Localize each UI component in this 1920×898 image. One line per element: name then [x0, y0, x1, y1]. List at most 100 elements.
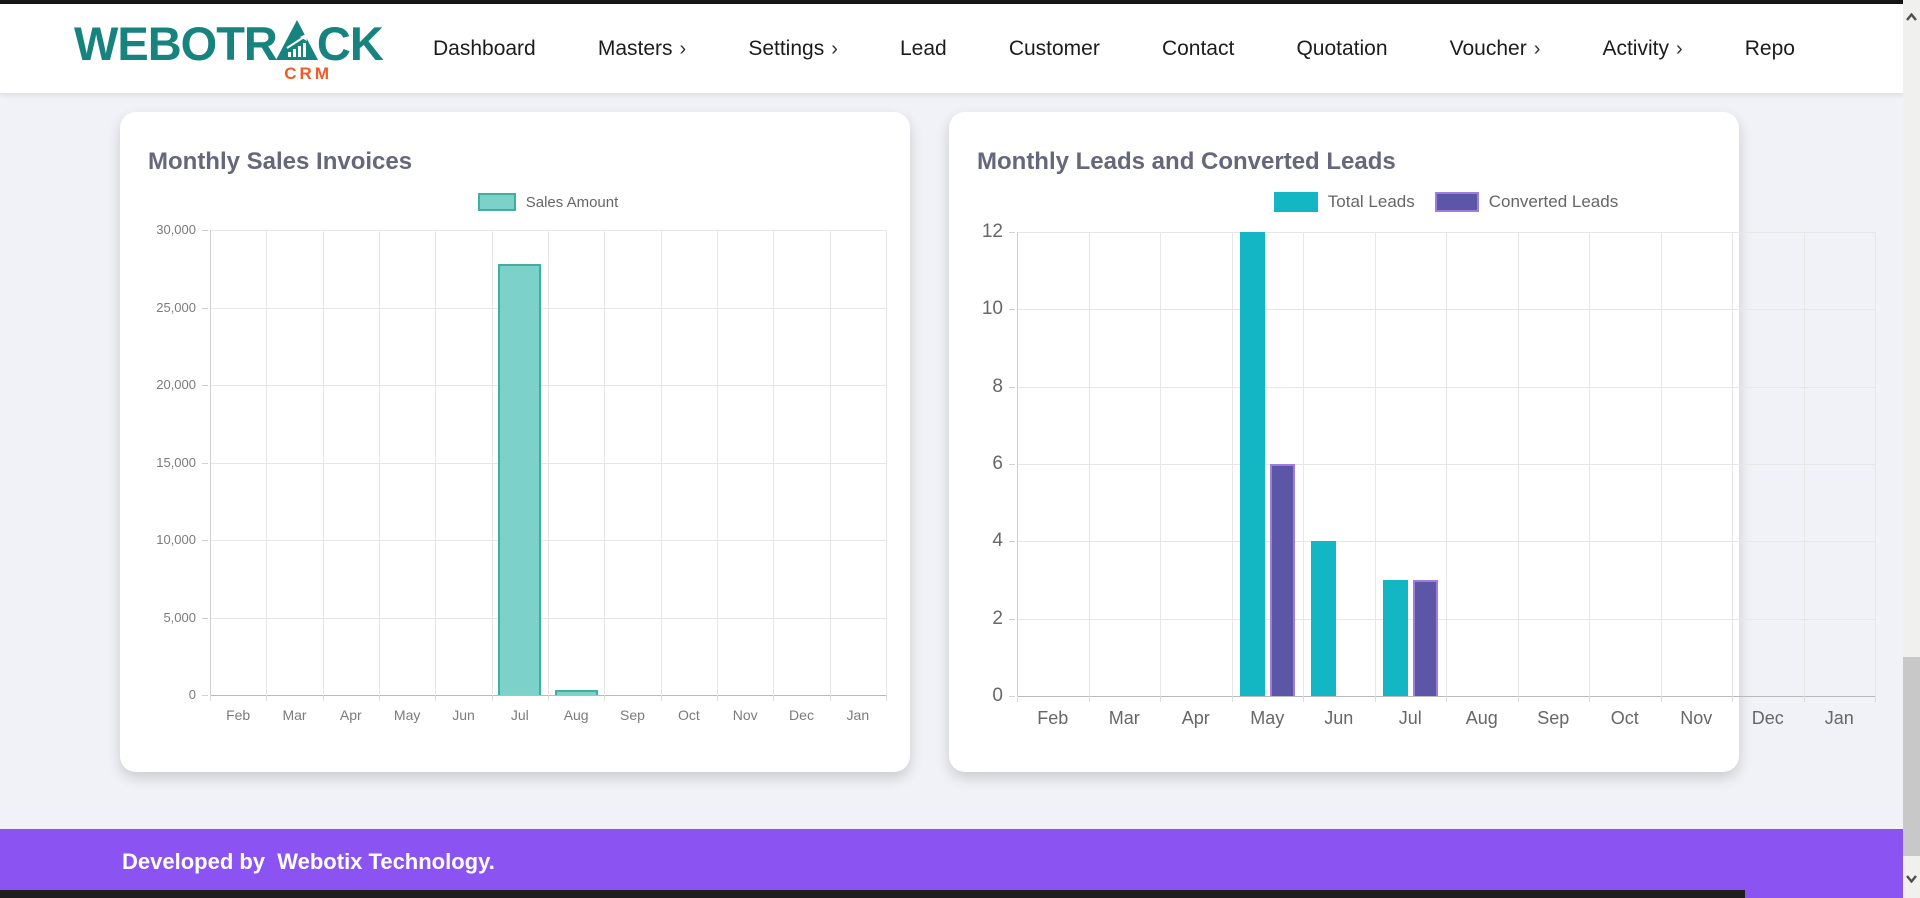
nav-item-voucher[interactable]: Voucher › [1449, 37, 1541, 60]
y-axis-tick [1009, 309, 1015, 311]
x-axis-month-label: Jul [510, 707, 529, 723]
x-axis-tick [435, 695, 437, 701]
gridline-vertical [660, 230, 662, 695]
gridline-vertical [210, 230, 211, 695]
x-axis-month-label: Dec [789, 707, 814, 723]
x-axis-tick [604, 695, 606, 701]
x-axis-tick [1517, 696, 1519, 702]
legend-label: Converted Leads [1488, 192, 1619, 211]
x-axis-tick [1303, 696, 1304, 702]
y-axis-tick-label: 10,000 [156, 532, 196, 548]
legend-label: Sales Amount [525, 193, 619, 211]
y-axis-tick-label: 4 [992, 530, 1003, 552]
nav-item-masters[interactable]: Masters › [597, 37, 687, 60]
brand-logo-wordmark: WEBOTR CK [74, 17, 384, 70]
y-axis-tick-label: 20,000 [156, 377, 196, 393]
gridline-vertical [604, 230, 606, 695]
scrollbar-thumb[interactable] [1903, 657, 1920, 856]
chart-legend: Sales Amount [210, 193, 886, 211]
y-axis-tick [1009, 232, 1015, 233]
scroll-down-icon[interactable] [1903, 864, 1920, 894]
gridline-vertical [435, 230, 437, 695]
y-axis-tick [1009, 541, 1015, 543]
y-axis-tick [202, 462, 208, 464]
x-axis-tick [1589, 696, 1590, 702]
y-axis-tick [1009, 464, 1015, 465]
y-axis-tick-label: 10 [981, 298, 1003, 320]
gridline-vertical [773, 230, 775, 695]
x-axis-tick [548, 695, 549, 701]
nav-item-repo[interactable]: Repo [1744, 37, 1795, 60]
window-top-edge [0, 0, 1920, 4]
gridline-vertical [379, 230, 380, 695]
gridline-vertical [1303, 232, 1304, 696]
legend-item[interactable]: Sales Amount [477, 193, 619, 211]
y-axis-tick [202, 230, 208, 231]
gridline-vertical [829, 230, 831, 695]
x-axis-month-label: Jul [1398, 708, 1422, 728]
x-axis-month-label: Feb [1037, 708, 1069, 728]
x-axis-tick [660, 695, 662, 701]
y-axis-tick [1009, 386, 1015, 388]
nav-item-quotation[interactable]: Quotation [1296, 37, 1388, 60]
legend-item[interactable]: Converted Leads [1434, 192, 1619, 212]
gridline-vertical [1732, 232, 1733, 696]
legend-swatch [1434, 192, 1479, 212]
nav-item-settings[interactable]: Settings › [748, 37, 838, 60]
x-axis-month-label: May [393, 707, 421, 723]
gridline-vertical [322, 230, 324, 695]
x-axis-tick [491, 695, 493, 701]
gridline-vertical [1231, 232, 1233, 696]
y-axis-tick-label: 30,000 [156, 222, 196, 238]
x-axis-month-label: Apr [339, 707, 362, 723]
nav-item-customer[interactable]: Customer [1008, 37, 1100, 60]
bar-total-leads-may [1239, 232, 1265, 696]
x-axis-month-label: Nov [1680, 708, 1713, 728]
x-axis-tick [717, 695, 718, 701]
bar-converted-leads-may [1269, 464, 1295, 696]
y-axis-tick [1009, 618, 1015, 620]
bar-sales-amount-aug [554, 690, 598, 695]
y-axis-tick-label: 5,000 [163, 609, 196, 625]
gridline-vertical [1875, 232, 1876, 696]
y-axis-tick-label: 2 [992, 607, 1003, 629]
nav-item-contact[interactable]: Contact [1161, 37, 1235, 60]
y-axis-tick-label: 0 [188, 687, 196, 703]
nav-item-dashboard[interactable]: Dashboard [433, 37, 536, 60]
legend-swatch [477, 193, 516, 211]
x-axis-month-label: Oct [677, 707, 700, 723]
x-axis-tick [1660, 696, 1662, 702]
x-axis-month-label: Jun [452, 707, 475, 723]
x-axis-tick [1017, 696, 1018, 702]
window-bottom-edge [0, 890, 1745, 898]
sales-chart-title: Monthly Sales Invoices [148, 148, 413, 175]
gridline-vertical [1446, 232, 1447, 696]
gridline-vertical [1803, 232, 1805, 696]
nav-item-lead[interactable]: Lead [899, 37, 947, 60]
main-menu: Dashboard Masters › Settings › Lead Customer Co… [433, 4, 1795, 94]
x-axis-month-label: Feb [226, 707, 251, 723]
gridline-vertical [1017, 232, 1018, 696]
x-axis-tick [829, 695, 831, 701]
y-axis-tick-label: 8 [992, 375, 1003, 397]
x-axis-month-label: Aug [563, 707, 589, 723]
y-axis-tick-label: 25,000 [156, 299, 196, 315]
y-axis-tick [202, 695, 208, 696]
logo-triangle-chart-icon [275, 20, 318, 68]
scroll-up-icon[interactable] [1903, 2, 1920, 32]
nav-item-activity[interactable]: Activity › [1602, 37, 1683, 60]
x-axis-month-label: Oct [1610, 708, 1639, 728]
page-scrollbar[interactable] [1903, 0, 1920, 898]
x-axis-tick [886, 695, 887, 701]
x-axis-tick [322, 695, 324, 701]
x-axis-month-label: Dec [1751, 708, 1784, 728]
gridline-vertical [1517, 232, 1519, 696]
x-axis-tick [1088, 696, 1090, 702]
brand-logo[interactable]: WEBOTR CK CRM [74, 17, 384, 86]
x-axis-tick [1446, 696, 1447, 702]
legend-item[interactable]: Total Leads [1273, 192, 1415, 212]
submenu-arrow-icon: › [679, 38, 687, 60]
x-axis-tick [379, 695, 380, 701]
x-axis-month-label: Sep [1537, 708, 1570, 728]
